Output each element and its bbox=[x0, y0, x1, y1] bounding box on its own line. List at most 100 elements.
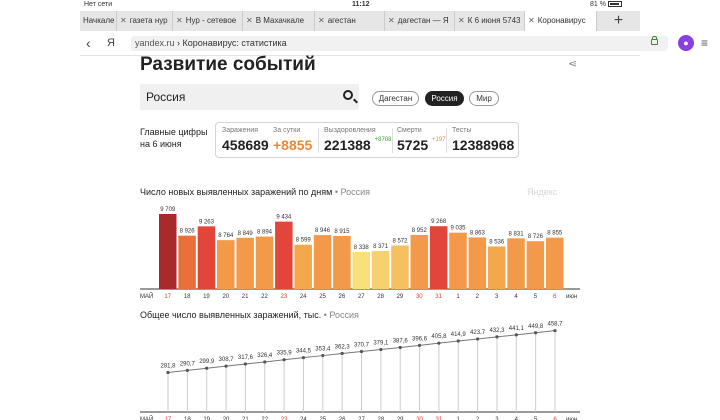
stat-deaths: Смерти 5725 +197 bbox=[397, 127, 446, 153]
tab-label: Начкале с bbox=[83, 16, 117, 25]
url-host: yandex.ru bbox=[135, 38, 175, 48]
month-label-june: июн bbox=[566, 417, 577, 420]
point-28 bbox=[379, 347, 383, 352]
bar-25 bbox=[313, 235, 332, 289]
x-tick-label: 22 bbox=[261, 417, 268, 420]
x-tick-label: 20 bbox=[222, 294, 229, 300]
stat-recovered: Выздоровления 221388 +8708 bbox=[324, 127, 391, 153]
point-value-label: 458,7 bbox=[547, 322, 563, 328]
region-search-input[interactable]: Россия bbox=[140, 84, 359, 110]
point-value-label: 432,3 bbox=[489, 328, 505, 334]
point-value-label: 414,9 bbox=[451, 332, 467, 338]
tab-7[interactable]: ✕ К 6 июня 5743 bbox=[455, 11, 525, 31]
stat-tests: Тесты 12388968 bbox=[452, 127, 514, 153]
point-value-label: 308,7 bbox=[219, 357, 235, 363]
yandex-watermark: Яндекс bbox=[527, 187, 558, 197]
close-icon[interactable]: ✕ bbox=[388, 16, 395, 25]
tab-8-active[interactable]: ✕ Коронавирус bbox=[525, 11, 597, 31]
close-icon[interactable]: ✕ bbox=[458, 16, 465, 25]
new-tab-button[interactable]: + bbox=[613, 12, 624, 29]
month-label-may: МАЙ bbox=[140, 415, 153, 420]
bar-value-label: 8 726 bbox=[528, 234, 544, 240]
address-bar: ‹ Я yandex.ru › Коронавирус: статистика … bbox=[80, 31, 708, 56]
tab-6[interactable]: ✕ дагестан — Я bbox=[385, 11, 455, 31]
yandex-logo-icon[interactable]: Я bbox=[107, 37, 115, 49]
stat-day: За сутки +8855 bbox=[273, 127, 312, 153]
bar-value-label: 9 035 bbox=[450, 226, 466, 232]
main-figures-date: на 6 июня bbox=[140, 139, 182, 149]
bar-value-label: 8 572 bbox=[392, 238, 408, 244]
tab-3[interactable]: ✕ Нур - сетевое bbox=[173, 11, 243, 31]
point-4 bbox=[514, 333, 518, 337]
chart1-region: • Россия bbox=[334, 187, 371, 197]
point-27 bbox=[359, 349, 364, 354]
x-tick-label: 28 bbox=[378, 417, 385, 420]
stats-card: Заражения 458689 За сутки +8855 Выздоров… bbox=[215, 122, 519, 158]
tab-label: Нур - сетевое bbox=[185, 16, 237, 25]
alice-voice-icon[interactable]: ● bbox=[678, 35, 694, 51]
close-icon[interactable]: ✕ bbox=[176, 16, 183, 25]
url-field[interactable]: yandex.ru › Коронавирус: статистика bbox=[131, 36, 668, 51]
region-button-dagestan[interactable]: Дагестан bbox=[372, 91, 419, 106]
hamburger-menu-icon[interactable]: ≡ bbox=[701, 36, 709, 50]
x-tick-label: 6 bbox=[553, 417, 557, 420]
point-value-label: 441,1 bbox=[509, 326, 525, 332]
x-tick-label: 17 bbox=[164, 294, 171, 300]
tab-5[interactable]: ✕ агестан bbox=[315, 11, 385, 31]
x-tick-label: 29 bbox=[397, 294, 404, 300]
bar-value-label: 8 371 bbox=[373, 244, 389, 250]
page-title: Развитие событий bbox=[140, 54, 316, 75]
bar-value-label: 9 268 bbox=[431, 219, 447, 225]
x-tick-label: 29 bbox=[397, 417, 404, 420]
x-tick-label: 4 bbox=[515, 417, 519, 420]
bar-31 bbox=[429, 226, 448, 289]
tab-4[interactable]: ✕ В Махачкале bbox=[243, 11, 315, 31]
point-21 bbox=[243, 362, 247, 366]
stat-label: За сутки bbox=[273, 127, 301, 134]
region-button-russia[interactable]: Россия bbox=[425, 91, 464, 106]
stat-label: Выздоровления bbox=[324, 127, 376, 134]
close-icon[interactable]: ✕ bbox=[528, 16, 535, 25]
point-26 bbox=[340, 351, 344, 356]
bar-value-label: 9 434 bbox=[276, 215, 292, 221]
x-tick-label: 22 bbox=[261, 294, 268, 300]
deaths-value: 5725 bbox=[397, 137, 429, 153]
region-button-world[interactable]: Мир bbox=[469, 91, 499, 106]
close-icon[interactable]: ✕ bbox=[246, 16, 253, 25]
main-figures-label: Главные цифры на 6 июня bbox=[140, 126, 207, 150]
close-icon[interactable]: ✕ bbox=[318, 16, 325, 25]
x-tick-label: 19 bbox=[203, 294, 210, 300]
point-29 bbox=[398, 345, 402, 350]
x-tick-label: 6 bbox=[553, 294, 557, 300]
point-value-label: 362,3 bbox=[335, 344, 351, 350]
chart2-title-text: Общее число выявленных заражений, тыс. bbox=[140, 310, 322, 320]
bar-value-label: 8 946 bbox=[315, 228, 331, 234]
recovered-delta: +8708 bbox=[374, 137, 392, 143]
divider bbox=[392, 128, 393, 153]
x-tick-label: 30 bbox=[416, 417, 423, 420]
point-value-label: 353,4 bbox=[315, 347, 331, 353]
point-31 bbox=[437, 341, 441, 345]
point-22 bbox=[263, 360, 267, 364]
tab-label: газета нур bbox=[129, 16, 168, 25]
point-5 bbox=[534, 331, 538, 335]
point-value-label: 423,7 bbox=[470, 330, 486, 336]
bar-value-label: 8 849 bbox=[238, 231, 254, 237]
bar-30 bbox=[410, 234, 429, 289]
close-icon[interactable]: ✕ bbox=[120, 16, 127, 25]
back-arrow-icon[interactable]: ‹ bbox=[86, 35, 91, 51]
bar-23 bbox=[275, 221, 293, 289]
point-value-label: 299,9 bbox=[199, 359, 215, 365]
tab-2[interactable]: ✕ газета нур bbox=[117, 11, 173, 31]
tab-label: К 6 июня 5743 bbox=[467, 16, 521, 25]
x-tick-label: 18 bbox=[184, 417, 191, 420]
stat-label: Заражения bbox=[222, 127, 259, 134]
x-tick-label: 27 bbox=[358, 417, 365, 420]
x-tick-label: 2 bbox=[476, 417, 480, 420]
point-19 bbox=[205, 366, 209, 370]
share-icon[interactable]: ⋖ bbox=[568, 58, 578, 70]
point-value-label: 317,6 bbox=[238, 355, 254, 361]
x-tick-label: 27 bbox=[358, 294, 365, 300]
search-icon[interactable] bbox=[343, 90, 353, 100]
tab-1[interactable]: Начкале с bbox=[80, 11, 117, 31]
